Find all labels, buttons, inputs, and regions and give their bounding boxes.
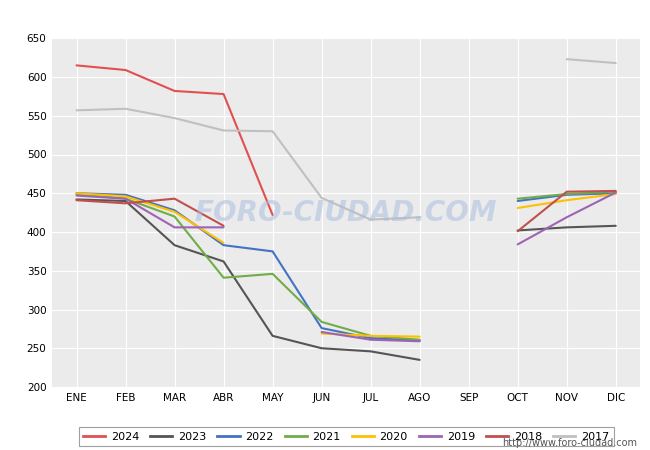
Text: Afiliados en Barxeta a 31/5/2024: Afiliados en Barxeta a 31/5/2024 [189,9,461,27]
Legend: 2024, 2023, 2022, 2021, 2020, 2019, 2018, 2017: 2024, 2023, 2022, 2021, 2020, 2019, 2018… [79,428,614,446]
Text: FORO-CIUDAD.COM: FORO-CIUDAD.COM [195,198,497,227]
Text: http://www.foro-ciudad.com: http://www.foro-ciudad.com [502,438,637,448]
